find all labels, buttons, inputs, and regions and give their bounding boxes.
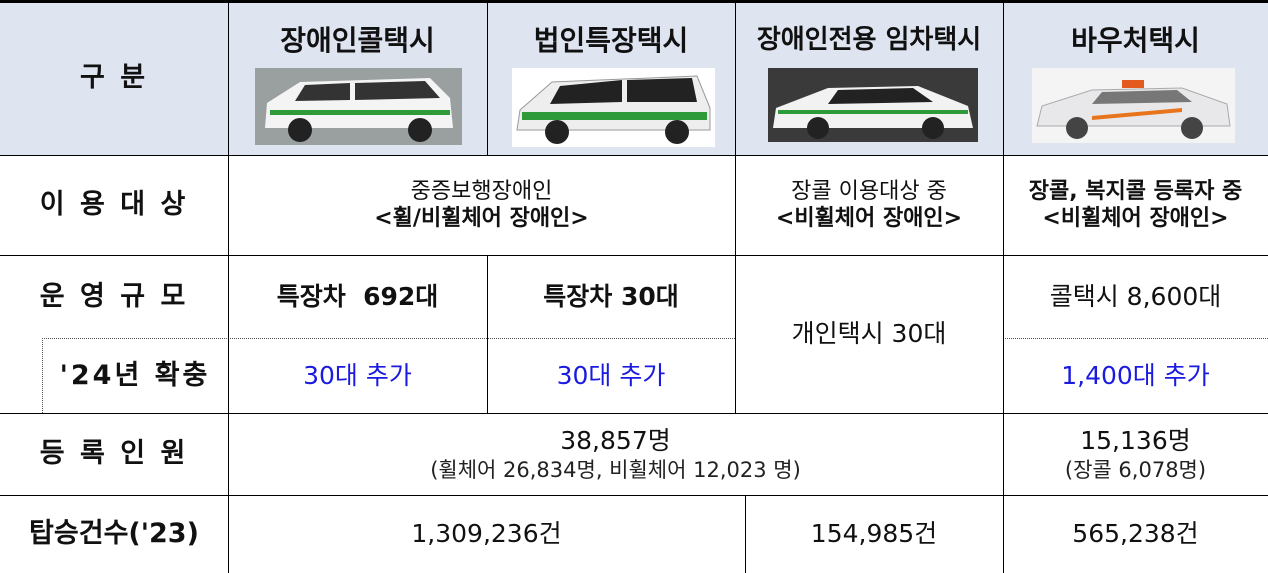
- cell: 바우처택시: [1003, 20, 1268, 60]
- cell-text: <비휠체어 장애인>: [776, 205, 962, 233]
- cell: 장콜 이용대상 중<비휠체어 장애인>: [735, 155, 1003, 255]
- cell: '24년 확충: [42, 338, 228, 413]
- cell-text: 30대 추가: [303, 360, 412, 391]
- cell-text: (장콜 6,078명): [1065, 457, 1206, 483]
- cell-text: 565,238건: [1072, 518, 1198, 549]
- cell-text: 중증보행장애인: [411, 178, 553, 206]
- cell: 15,136명(장콜 6,078명): [1003, 413, 1268, 495]
- cell-text: <휠/비휠체어 장애인>: [374, 205, 588, 233]
- cell-text: 30대 추가: [557, 360, 666, 391]
- cell-text: 38,857명: [560, 425, 670, 456]
- cell: 154,985건: [745, 495, 1003, 573]
- header-label: 구 분: [0, 0, 228, 155]
- cell: 장애인콜택시: [228, 20, 487, 60]
- page: 구 분 장애인콜택시 법인특장택시 장애인전용 임차택시 바우처택시 이 용 대…: [0, 0, 1268, 573]
- cell: 1,309,236건: [228, 495, 745, 573]
- cell-text: (휠체어 26,834명, 비휠체어 12,023 명): [430, 457, 801, 483]
- cell-text: 장콜, 복지콜 등록자 중: [1029, 178, 1243, 206]
- cell-text: 1,400대 추가: [1061, 360, 1210, 391]
- cell: 565,238건: [1003, 495, 1268, 573]
- car-image: [768, 68, 978, 142]
- cell-text: <비휠체어 장애인>: [1042, 205, 1228, 233]
- cell: 30대 추가: [487, 338, 735, 413]
- car-image: [512, 68, 715, 147]
- cell-text: 콜택시 8,600대: [1050, 281, 1222, 312]
- car-image: [255, 68, 462, 145]
- cell: 중증보행장애인<휠/비휠체어 장애인>: [228, 155, 735, 255]
- cell: 콜택시 8,600대: [1003, 255, 1268, 338]
- row-label: 운 영 규 모: [40, 280, 189, 314]
- cell: 1,400대 추가: [1003, 338, 1268, 413]
- cell: 38,857명(휠체어 26,834명, 비휠체어 12,023 명): [228, 413, 1003, 495]
- cell: 30대 추가: [228, 338, 487, 413]
- cell-text: 1,309,236건: [411, 518, 561, 549]
- cell-text: 154,985건: [811, 518, 937, 549]
- cell-text: 특장차 692대: [277, 281, 439, 312]
- cell: 법인특장택시: [487, 20, 735, 60]
- cell: 운 영 규 모: [0, 255, 228, 338]
- row-label: 탑승건수('23): [29, 517, 199, 551]
- cell: 특장차 692대: [228, 255, 487, 338]
- cell: 탑승건수('23): [0, 495, 228, 573]
- cell-text: 개인택시 30대: [792, 318, 947, 349]
- cell-text: 특장차 30대: [543, 281, 679, 312]
- column-header: 법인특장택시: [534, 23, 689, 58]
- cell: 장콜, 복지콜 등록자 중<비휠체어 장애인>: [1003, 155, 1268, 255]
- cell: 장애인전용 임차택시: [735, 20, 1003, 60]
- car-image: [1032, 68, 1235, 143]
- cell: 등 록 인 원: [0, 413, 228, 495]
- row-label: 이 용 대 상: [40, 188, 189, 222]
- cell-text: 장콜 이용대상 중: [791, 178, 947, 206]
- text: 구 분: [80, 61, 148, 95]
- column-header: 장애인콜택시: [280, 23, 435, 58]
- cell: 개인택시 30대: [735, 255, 1003, 413]
- cell: 특장차 30대: [487, 255, 735, 338]
- column-header: 바우처택시: [1071, 23, 1200, 58]
- cell-text: 15,136명: [1080, 425, 1190, 456]
- row-label: 등 록 인 원: [40, 437, 189, 471]
- column-header: 장애인전용 임차택시: [757, 24, 981, 57]
- cell: 이 용 대 상: [0, 155, 228, 255]
- row-label: '24년 확충: [60, 359, 211, 393]
